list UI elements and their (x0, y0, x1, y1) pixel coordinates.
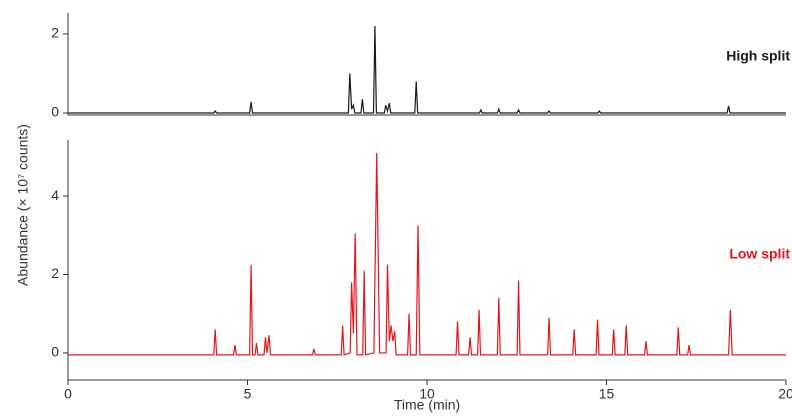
x-tick-label: 15 (599, 386, 615, 402)
x-tick-label: 0 (64, 386, 72, 402)
x-axis-label: Time (min) (394, 397, 460, 413)
x-tick-label: 10 (419, 386, 435, 402)
y-tick-label: 4 (51, 187, 59, 203)
series-line (68, 26, 786, 114)
y-tick-label: 0 (51, 104, 59, 120)
series-label: High split (726, 48, 790, 64)
x-tick-label: 5 (244, 386, 252, 402)
x-tick-label: 20 (778, 386, 792, 402)
series-label: Low split (729, 246, 790, 262)
y-tick-label: 2 (51, 265, 59, 281)
y-axis-label: Abundance (× 10⁷ counts) (15, 124, 31, 286)
y-tick-label: 2 (51, 25, 59, 41)
series-line (68, 152, 786, 356)
y-tick-label: 0 (51, 344, 59, 360)
